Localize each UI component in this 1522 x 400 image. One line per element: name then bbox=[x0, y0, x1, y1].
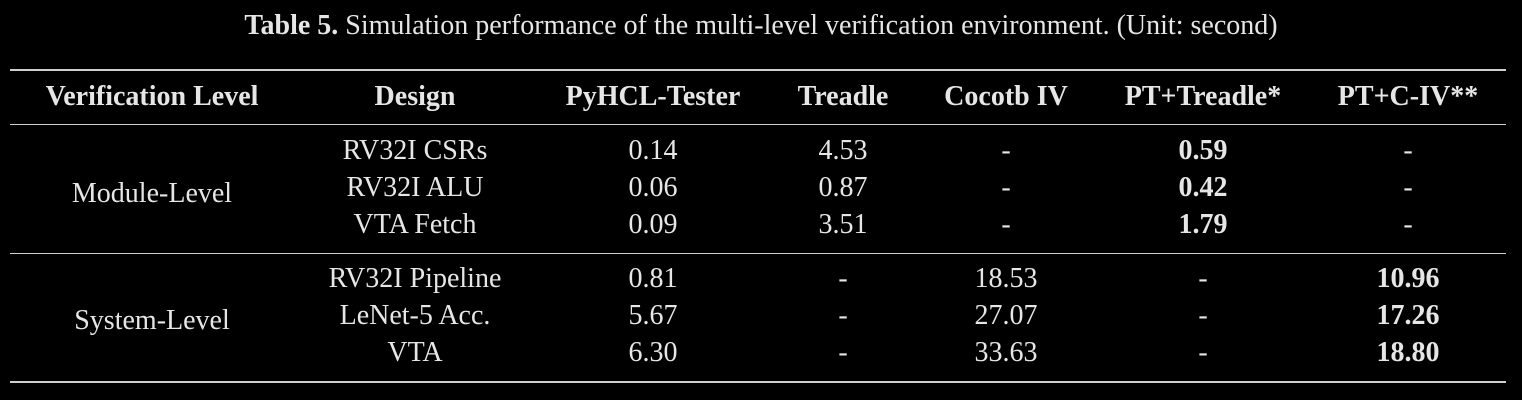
pyhcl-tester-cell: 0.09 bbox=[628, 209, 678, 240]
column-header: PyHCL-Tester bbox=[565, 81, 741, 112]
caption-label: Table 5. bbox=[244, 10, 339, 41]
caption-text: Simulation performance of the multi-leve… bbox=[345, 10, 1278, 41]
pt-civ-cell: - bbox=[1403, 209, 1413, 240]
bottom-rule bbox=[10, 381, 1506, 383]
treadle-cell: - bbox=[838, 300, 848, 331]
verification-level-cell: Module-Level bbox=[71, 178, 233, 209]
table-caption: Table 5. Simulation performance of the m… bbox=[0, 6, 1522, 46]
cocotb-iv-cell: - bbox=[1001, 209, 1011, 240]
pt-civ-cell: - bbox=[1403, 135, 1413, 166]
design-cell: RV32I Pipeline bbox=[328, 263, 502, 294]
pyhcl-tester-cell: 0.06 bbox=[628, 172, 678, 203]
column-header: PT+C-IV** bbox=[1337, 81, 1479, 112]
treadle-cell: - bbox=[838, 337, 848, 368]
cocotb-iv-cell: 33.63 bbox=[974, 337, 1038, 368]
header-rule bbox=[10, 124, 1506, 125]
pt-civ-cell: 10.96 bbox=[1376, 263, 1440, 294]
design-cell: VTA bbox=[387, 337, 443, 368]
pt-treadle-cell: - bbox=[1198, 337, 1208, 368]
cocotb-iv-cell: - bbox=[1001, 172, 1011, 203]
pt-treadle-cell: 0.59 bbox=[1178, 135, 1228, 166]
treadle-cell: 0.87 bbox=[818, 172, 868, 203]
design-cell: RV32I ALU bbox=[346, 172, 484, 203]
pyhcl-tester-cell: 6.30 bbox=[628, 337, 678, 368]
pyhcl-tester-cell: 0.81 bbox=[628, 263, 678, 294]
treadle-cell: 4.53 bbox=[818, 135, 868, 166]
column-header: Verification Level bbox=[45, 81, 259, 112]
cocotb-iv-cell: 18.53 bbox=[974, 263, 1038, 294]
cocotb-iv-cell: 27.07 bbox=[974, 300, 1038, 331]
top-rule bbox=[10, 69, 1506, 71]
pt-treadle-cell: 1.79 bbox=[1178, 209, 1228, 240]
treadle-cell: - bbox=[838, 263, 848, 294]
verification-level-cell: System-Level bbox=[74, 305, 230, 336]
pt-civ-cell: 18.80 bbox=[1376, 337, 1440, 368]
design-cell: RV32I CSRs bbox=[342, 135, 488, 166]
pyhcl-tester-cell: 0.14 bbox=[628, 135, 678, 166]
pt-treadle-cell: - bbox=[1198, 300, 1208, 331]
pt-treadle-cell: 0.42 bbox=[1178, 172, 1228, 203]
cocotb-iv-cell: - bbox=[1001, 135, 1011, 166]
pt-civ-cell: - bbox=[1403, 172, 1413, 203]
treadle-cell: 3.51 bbox=[818, 209, 868, 240]
group-divider-rule bbox=[10, 253, 1506, 254]
column-header: PT+Treadle* bbox=[1124, 81, 1282, 112]
design-cell: VTA Fetch bbox=[353, 209, 477, 240]
column-header: Design bbox=[374, 81, 456, 112]
pt-treadle-cell: - bbox=[1198, 263, 1208, 294]
pt-civ-cell: 17.26 bbox=[1376, 300, 1440, 331]
column-header: Treadle bbox=[797, 81, 889, 112]
pyhcl-tester-cell: 5.67 bbox=[628, 300, 678, 331]
column-header: Cocotb IV bbox=[944, 81, 1068, 112]
design-cell: LeNet-5 Acc. bbox=[339, 300, 491, 331]
